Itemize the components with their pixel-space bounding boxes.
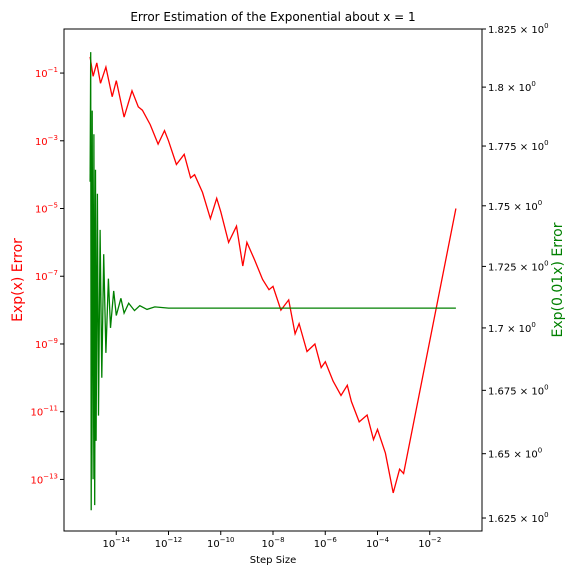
y-right-tick-label-exponent: 0 [544, 259, 548, 267]
y-right-tick-label-base: 1.725 × 10 [488, 262, 544, 273]
y-right-tick-label-base: 1.675 × 10 [488, 386, 544, 397]
series-line-exp-x [89, 56, 457, 494]
y-right-tick-label: 1.75 × 100 [488, 199, 542, 213]
x-tick-label-exponent: −2 [431, 536, 441, 544]
x-tick-label-exponent: −4 [379, 536, 390, 544]
y-left-tick-label: 10−11 [30, 405, 58, 419]
x-tick-label-base: 10 [102, 539, 115, 550]
y-left-tick-label-base: 10 [35, 272, 48, 283]
y-right-tick-label-base: 1.775 × 10 [488, 142, 544, 153]
x-tick-label-base: 10 [261, 539, 274, 550]
y-left-tick-label-base: 10 [35, 137, 48, 148]
x-tick-label-base: 10 [418, 539, 431, 550]
y-left-tick-label-exponent: −5 [48, 202, 58, 210]
x-tick-label: 10−8 [261, 536, 284, 550]
chart-title: Error Estimation of the Exponential abou… [130, 10, 415, 24]
x-tick-label: 10−4 [366, 536, 390, 550]
x-tick-label-base: 10 [155, 539, 168, 550]
x-axis: 10−14 10−12 10−10 10−8 10−6 10−4 10−2 [102, 531, 441, 550]
y-left-tick-label: 10−5 [35, 202, 58, 216]
x-tick-label-base: 10 [207, 539, 220, 550]
y-right-tick-label-exponent: 0 [531, 321, 535, 329]
y-axis-left-label: Exp(x) Error [10, 238, 26, 322]
x-tick-label-exponent: −10 [220, 536, 235, 544]
y-right-tick-label-base: 1.75 × 10 [488, 202, 538, 213]
y-right-tick-label-exponent: 0 [544, 511, 548, 519]
series-exp-x-error [89, 56, 457, 494]
y-right-tick-label: 1.65 × 100 [488, 447, 542, 461]
x-tick-label: 10−2 [418, 536, 441, 550]
y-right-tick-label-base: 1.825 × 10 [488, 25, 544, 36]
x-axis-label: Step Size [250, 555, 296, 566]
y-left-tick-label: 10−7 [35, 269, 58, 283]
y-left-tick-label: 10−13 [30, 472, 58, 486]
y-left-tick-label-exponent: −7 [48, 269, 58, 277]
x-tick-label-exponent: −8 [274, 536, 284, 544]
plot-frame [63, 28, 483, 532]
y-right-tick-label: 1.625 × 100 [488, 511, 549, 525]
series-exp-001x-error [89, 52, 456, 511]
y-right-tick-label-exponent: 0 [531, 80, 535, 88]
y-right-tick-label-exponent: 0 [544, 139, 548, 147]
y-right-tick-label: 1.8 × 100 [488, 80, 536, 94]
y-right-tick-label-exponent: 0 [538, 447, 542, 455]
y-axis-right-label: Exp(0.01x) Error [550, 222, 566, 337]
y-right-tick-label: 1.7 × 100 [488, 321, 536, 335]
x-tick-label-exponent: −12 [167, 536, 182, 544]
y-left-tick-label-exponent: −9 [48, 337, 58, 345]
x-tick-label: 10−12 [155, 536, 183, 550]
y-left-tick-label-base: 10 [30, 408, 43, 419]
y-right-tick-label-exponent: 0 [544, 22, 548, 30]
y-left-tick-label-exponent: −11 [43, 405, 58, 413]
x-tick-label: 10−14 [102, 536, 130, 550]
y-left-tick-label: 10−9 [35, 337, 58, 351]
y-right-tick-label-base: 1.625 × 10 [488, 514, 544, 525]
x-tick-label: 10−6 [314, 536, 338, 550]
y-right-tick-label-base: 1.65 × 10 [488, 450, 538, 461]
x-tick-label-exponent: −14 [115, 536, 130, 544]
y-left-tick-label: 10−1 [35, 66, 58, 80]
y-right-tick-label: 1.675 × 100 [488, 383, 549, 397]
x-tick-label: 10−10 [207, 536, 235, 550]
x-tick-label-exponent: −6 [326, 536, 337, 544]
y-right-tick-label-base: 1.8 × 10 [488, 83, 531, 94]
y-right-tick-label: 1.825 × 100 [488, 22, 549, 36]
y-left-tick-label-exponent: −3 [48, 134, 58, 142]
y-left-tick-label-base: 10 [35, 205, 48, 216]
y-right-tick-label: 1.725 × 100 [488, 259, 549, 273]
y-left-tick-label-base: 10 [35, 340, 48, 351]
y-right-tick-label-base: 1.7 × 10 [488, 324, 531, 335]
y-left-tick-label: 10−3 [35, 134, 58, 148]
y-right-tick-label-exponent: 0 [538, 199, 542, 207]
x-tick-label-base: 10 [314, 539, 327, 550]
x-tick-label-base: 10 [366, 539, 379, 550]
y-right-tick-label: 1.775 × 100 [488, 139, 549, 153]
y-right-tick-label-exponent: 0 [544, 383, 548, 391]
y-left-tick-label-exponent: −13 [43, 472, 58, 480]
y-left-tick-label-base: 10 [30, 475, 43, 486]
y-left-tick-label-exponent: −1 [48, 66, 58, 74]
series-line-exp-001x [89, 52, 456, 511]
y-left-tick-label-base: 10 [35, 69, 48, 80]
